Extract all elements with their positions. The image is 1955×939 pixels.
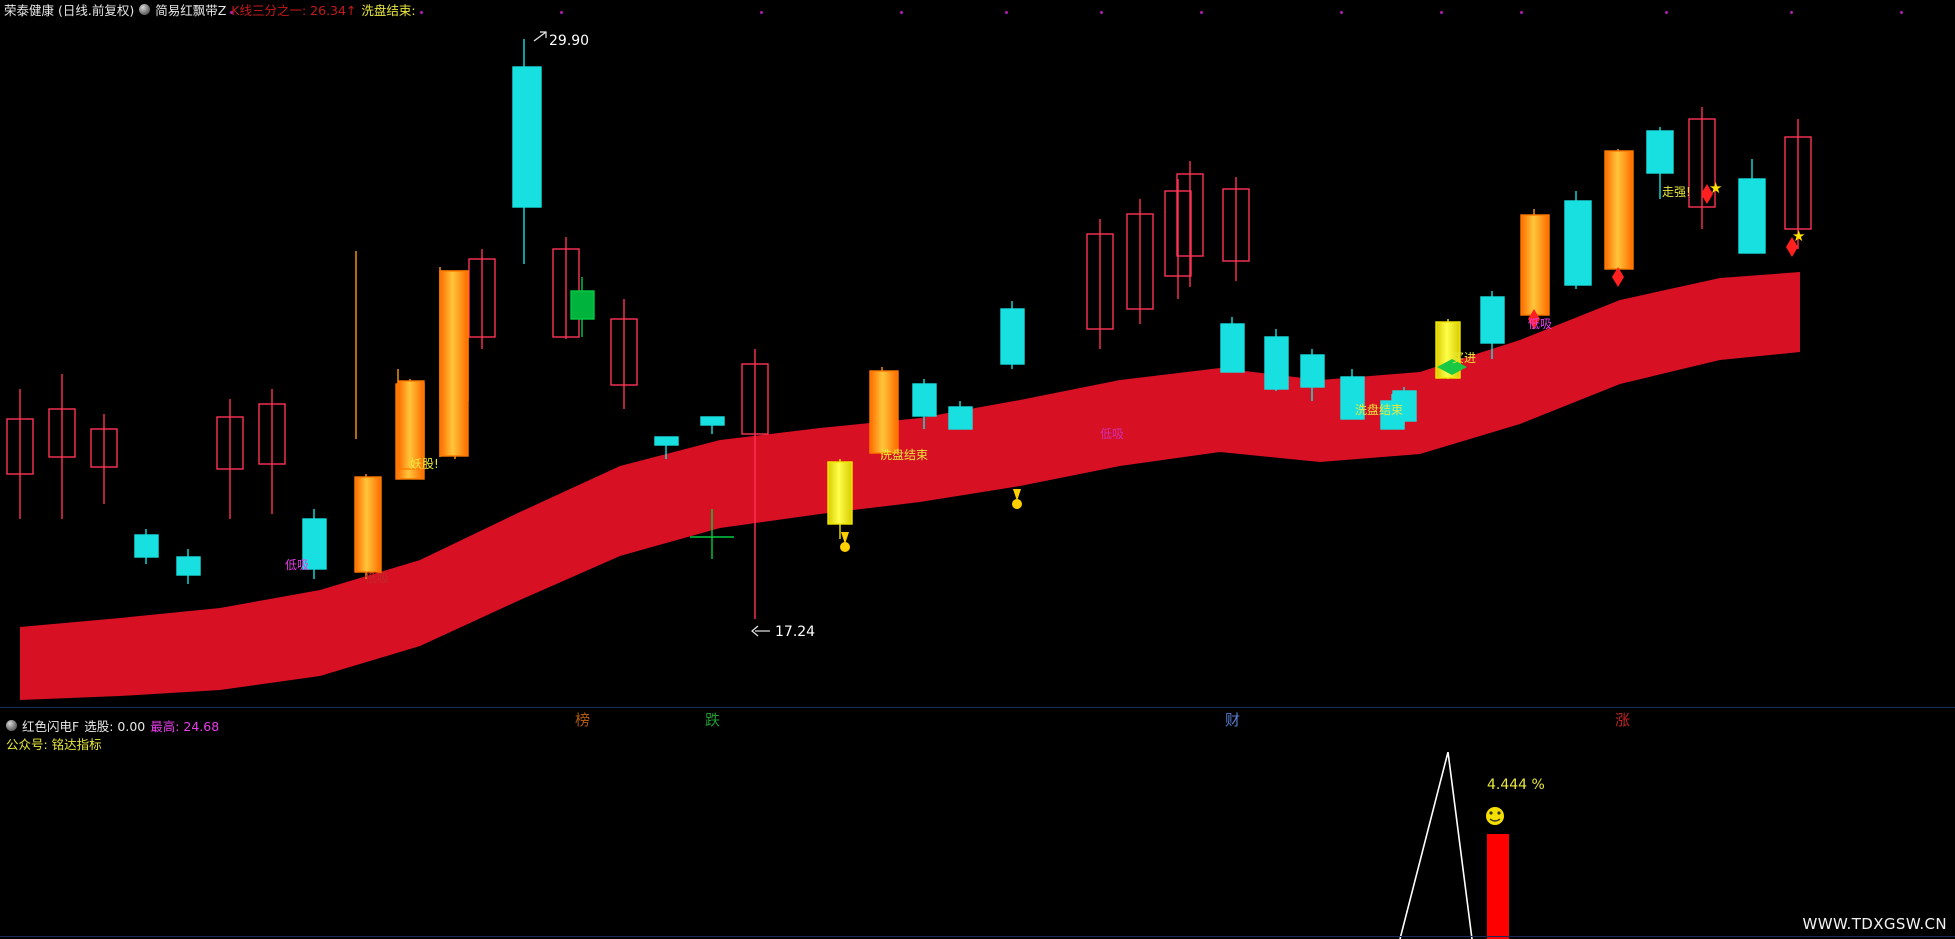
sub-indicator-toggle-icon[interactable] [6, 720, 17, 731]
sub-indicator-name-label: 红色闪电F [22, 719, 80, 734]
indicator-toggle-icon[interactable] [139, 4, 151, 15]
watermark-char-zhang: 涨 [1615, 711, 1631, 729]
top-tick-row [0, 11, 1955, 17]
indicator-bar [1487, 834, 1509, 939]
price-callouts [533, 31, 770, 637]
high-price-text: 29.90 [549, 33, 589, 49]
watermark-char-cai: 财 [1225, 711, 1241, 729]
stock-name-label: 荣泰健康 (日线.前复权) [4, 3, 135, 18]
annotation-xipan-1: 洗盘结束 [880, 448, 929, 462]
select-value-label: 选股: 0.00 [84, 719, 146, 734]
annotation-xipan-2: 洗盘结束 [1355, 403, 1404, 417]
status-label: 洗盘结束: [361, 3, 416, 18]
annotation-yaogu: 妖股! [410, 457, 439, 471]
account-line: 公众号: 铭达指标 [0, 734, 1955, 753]
indicator-line [1399, 752, 1473, 939]
indicator-pane[interactable]: 4.444 % [0, 752, 1955, 939]
svg-text:★: ★ [1709, 179, 1722, 197]
low-price-text: 17.24 [775, 624, 815, 640]
price-pane[interactable]: ★ ★ 29.90 17.24 妖股! 低吸 低吸 洗盘结束 低吸 洗盘结束 低… [0, 19, 1955, 729]
indicator-percent-label: 4.444 % [1487, 777, 1545, 793]
bottom-separator [0, 936, 1955, 937]
annotation-dixi-3: 低吸 [1100, 427, 1125, 441]
indicator-svg [1399, 752, 1509, 939]
annotation-dixi-2: 低吸 [365, 571, 390, 585]
high-value-label: 最高: 24.68 [150, 719, 220, 734]
chart-header: 荣泰健康 (日线.前复权) 简易红飘带Z K线三分之一: 26.34↑ 洗盘结束… [0, 0, 1955, 19]
annotation-maijin: 买进 [1452, 351, 1477, 365]
indicator-name-label: 简易红飘带Z [155, 3, 227, 18]
pane-separator [0, 707, 1955, 708]
trend-band [20, 272, 1800, 700]
candlestick-svg: ★ ★ 29.90 17.24 [6, 31, 1812, 700]
annotation-dixi-4: 低吸 [1528, 317, 1553, 331]
candle-group [6, 39, 1812, 619]
annotation-zouqiang: 走强! [1662, 185, 1691, 199]
annotation-dixi-1: 低吸 [285, 558, 310, 572]
account-label: 公众号: 铭达指标 [6, 737, 102, 752]
sub-pane-header: 红色闪电F 选股: 0.00 最高: 24.68 [0, 716, 1955, 735]
marker-group: ★ ★ [840, 179, 1805, 552]
watermark-char-bang: 榜 [575, 711, 591, 729]
watermark-char-die: 跌 [705, 711, 721, 729]
kline-value-label: K线三分之一: 26.34↑ [231, 3, 357, 18]
site-watermark: WWW.TDXGSW.CN [1802, 915, 1947, 933]
svg-text:★: ★ [1792, 227, 1805, 245]
